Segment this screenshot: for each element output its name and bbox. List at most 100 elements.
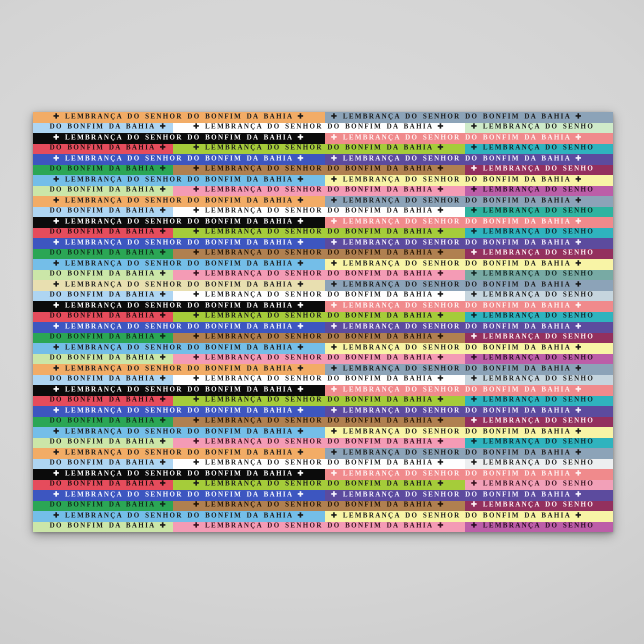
ribbon-row: DO BONFIM DA BAHIA ✚ ✚ LEMBRANÇA DO SENHO… (33, 458, 613, 469)
ribbon-segment-orange: ✚ LEMBRANÇA DO SENHOR DO BONFIM DA BAHIA… (33, 364, 325, 375)
ribbon-row: ✚ LEMBRANÇA DO SENHOR DO BONFIM DA BAHIA… (33, 343, 613, 354)
ribbon-phrase-text: ✚ LEMBRANÇA DO SENHOR DO BONFIM DA BAHIA… (331, 511, 583, 520)
ribbon-phrase-text: ✚ LEMBRANÇA DO SENHOR DO BONFIM DA BAHIA… (331, 322, 583, 331)
ribbon-segment-lightblue: DO BONFIM DA BAHIA ✚ (33, 122, 173, 133)
ribbon-phrase-text: ✚ LEMBRANÇA DO SENHO (471, 227, 595, 236)
ribbon-segment-pink: ✚ LEMBRANÇA DO SENHOR DO BONFIM DA BAHIA… (173, 185, 465, 196)
ribbon-segment-pink: ✚ LEMBRANÇA DO SENHOR DO BONFIM DA BAHIA… (173, 353, 465, 364)
ribbon-segment-skyblue: ✚ LEMBRANÇA DO SENHOR DO BONFIM DA BAHIA… (33, 343, 325, 354)
ribbon-segment-green: DO BONFIM DA BAHIA ✚ (33, 500, 173, 511)
ribbon-phrase-text: ✚ LEMBRANÇA DO SENHO (471, 185, 595, 194)
bonfim-ribbon-poster: ✚ LEMBRANÇA DO SENHOR DO BONFIM DA BAHIA… (33, 112, 613, 532)
ribbon-segment-pink: ✚ LEMBRANÇA DO SENHOR DO BONFIM DA BAHIA… (173, 437, 465, 448)
ribbon-row: ✚ LEMBRANÇA DO SENHOR DO BONFIM DA BAHIA… (33, 448, 613, 459)
ribbon-segment-maroon: ✚ LEMBRANÇA DO SENHO (465, 500, 613, 511)
ribbon-phrase-text: ✚ LEMBRANÇA DO SENHOR DO BONFIM DA BAHIA… (331, 133, 583, 142)
ribbon-phrase-text: ✚ LEMBRANÇA DO SENHOR DO BONFIM DA BAHIA… (53, 322, 305, 331)
ribbon-row: ✚ LEMBRANÇA DO SENHOR DO BONFIM DA BAHIA… (33, 364, 613, 375)
ribbon-phrase-text: ✚ LEMBRANÇA DO SENHO (471, 143, 595, 152)
ribbon-segment-slate: ✚ LEMBRANÇA DO SENHOR DO BONFIM DA BAHIA… (325, 364, 613, 375)
ribbon-phrase-text: ✚ LEMBRANÇA DO SENHOR DO BONFIM DA BAHIA… (53, 343, 305, 352)
ribbon-segment-black: ✚ LEMBRANÇA DO SENHOR DO BONFIM DA BAHIA… (33, 385, 325, 396)
ribbon-phrase-text: ✚ LEMBRANÇA DO SENHOR DO BONFIM DA BAHIA… (331, 301, 583, 310)
ribbon-segment-red: DO BONFIM DA BAHIA ✚ (33, 395, 173, 406)
ribbon-phrase-text: ✚ LEMBRANÇA DO SENHOR DO BONFIM DA BAHIA… (53, 469, 305, 478)
ribbon-segment-black: ✚ LEMBRANÇA DO SENHOR DO BONFIM DA BAHIA… (33, 217, 325, 228)
ribbon-segment-purple: ✚ LEMBRANÇA DO SENHOR DO BONFIM DA BAHIA… (325, 154, 613, 165)
ribbon-segment-skyblue: ✚ LEMBRANÇA DO SENHOR DO BONFIM DA BAHIA… (33, 427, 325, 438)
ribbon-segment-maroon: ✚ LEMBRANÇA DO SENHO (465, 416, 613, 427)
ribbon-phrase-text: DO BONFIM DA BAHIA ✚ (49, 164, 167, 173)
ribbon-phrase-text: ✚ LEMBRANÇA DO SENHOR DO BONFIM DA BAHIA… (53, 448, 305, 457)
ribbon-phrase-text: DO BONFIM DA BAHIA ✚ (49, 290, 167, 299)
ribbon-phrase-text: ✚ LEMBRANÇA DO SENHO (471, 479, 595, 488)
ribbon-row: ✚ LEMBRANÇA DO SENHOR DO BONFIM DA BAHIA… (33, 196, 613, 207)
ribbon-row: ✚ LEMBRANÇA DO SENHOR DO BONFIM DA BAHIA… (33, 238, 613, 249)
ribbon-phrase-text: ✚ LEMBRANÇA DO SENHOR DO BONFIM DA BAHIA… (193, 395, 445, 404)
ribbon-segment-lightblue: DO BONFIM DA BAHIA ✚ (33, 374, 173, 385)
ribbon-segment-teal: ✚ LEMBRANÇA DO SENHO (465, 311, 613, 322)
ribbon-segment-black: ✚ LEMBRANÇA DO SENHOR DO BONFIM DA BAHIA… (33, 469, 325, 480)
ribbon-segment-palegreen: DO BONFIM DA BAHIA ✚ (33, 437, 173, 448)
ribbon-row: ✚ LEMBRANÇA DO SENHOR DO BONFIM DA BAHIA… (33, 112, 613, 123)
ribbon-segment-tealgreen: ✚ LEMBRANÇA DO SENHO (465, 206, 613, 217)
ribbon-phrase-text: ✚ LEMBRANÇA DO SENHOR DO BONFIM DA BAHIA… (331, 364, 583, 373)
ribbon-row: DO BONFIM DA BAHIA ✚ ✚ LEMBRANÇA DO SENHO… (33, 416, 613, 427)
ribbon-row: DO BONFIM DA BAHIA ✚ ✚ LEMBRANÇA DO SENHO… (33, 521, 613, 532)
ribbon-phrase-text: ✚ LEMBRANÇA DO SENHO (471, 416, 595, 425)
ribbon-phrase-text: ✚ LEMBRANÇA DO SENHOR DO BONFIM DA BAHIA… (193, 227, 445, 236)
ribbon-row: ✚ LEMBRANÇA DO SENHOR DO BONFIM DA BAHIA… (33, 322, 613, 333)
ribbon-segment-yellowgreen: ✚ LEMBRANÇA DO SENHOR DO BONFIM DA BAHIA… (173, 227, 465, 238)
ribbon-segment-purple: ✚ LEMBRANÇA DO SENHOR DO BONFIM DA BAHIA… (325, 406, 613, 417)
ribbon-phrase-text: ✚ LEMBRANÇA DO SENHOR DO BONFIM DA BAHIA… (53, 259, 305, 268)
ribbon-segment-black: ✚ LEMBRANÇA DO SENHOR DO BONFIM DA BAHIA… (33, 133, 325, 144)
ribbon-row: ✚ LEMBRANÇA DO SENHOR DO BONFIM DA BAHIA… (33, 154, 613, 165)
ribbon-segment-blue: ✚ LEMBRANÇA DO SENHOR DO BONFIM DA BAHIA… (33, 238, 325, 249)
ribbon-segment-palegreen: DO BONFIM DA BAHIA ✚ (33, 269, 173, 280)
ribbon-segment-maroon: ✚ LEMBRANÇA DO SENHO (465, 164, 613, 175)
ribbon-phrase-text: ✚ LEMBRANÇA DO SENHO (471, 206, 595, 215)
ribbon-segment-salmon: ✚ LEMBRANÇA DO SENHOR DO BONFIM DA BAHIA… (325, 469, 613, 480)
ribbon-phrase-text: ✚ LEMBRANÇA DO SENHOR DO BONFIM DA BAHIA… (331, 343, 583, 352)
ribbon-segment-green: DO BONFIM DA BAHIA ✚ (33, 248, 173, 259)
ribbon-phrase-text: ✚ LEMBRANÇA DO SENHOR DO BONFIM DA BAHIA… (193, 521, 445, 530)
ribbon-phrase-text: ✚ LEMBRANÇA DO SENHOR DO BONFIM DA BAHIA… (193, 164, 445, 173)
ribbon-phrase-text: ✚ LEMBRANÇA DO SENHOR DO BONFIM DA BAHIA… (193, 311, 445, 320)
ribbon-row: ✚ LEMBRANÇA DO SENHOR DO BONFIM DA BAHIA… (33, 301, 613, 312)
ribbon-segment-skyblue: ✚ LEMBRANÇA DO SENHOR DO BONFIM DA BAHIA… (33, 511, 325, 522)
ribbon-row: ✚ LEMBRANÇA DO SENHOR DO BONFIM DA BAHIA… (33, 280, 613, 291)
ribbon-segment-red: DO BONFIM DA BAHIA ✚ (33, 143, 173, 154)
ribbon-phrase-text: ✚ LEMBRANÇA DO SENHOR DO BONFIM DA BAHIA… (193, 479, 445, 488)
ribbon-phrase-text: DO BONFIM DA BAHIA ✚ (49, 227, 167, 236)
ribbon-phrase-text: DO BONFIM DA BAHIA ✚ (49, 479, 167, 488)
ribbon-phrase-text: DO BONFIM DA BAHIA ✚ (49, 500, 167, 509)
ribbon-phrase-text: DO BONFIM DA BAHIA ✚ (49, 353, 167, 362)
ribbon-segment-blue: ✚ LEMBRANÇA DO SENHOR DO BONFIM DA BAHIA… (33, 406, 325, 417)
ribbon-segment-palebluegray: ✚ LEMBRANÇA DO SENHO (465, 290, 613, 301)
ribbon-segment-pink2: ✚ LEMBRANÇA DO SENHO (465, 479, 613, 490)
ribbon-phrase-text: ✚ LEMBRANÇA DO SENHO (471, 122, 595, 131)
ribbon-segment-brown: ✚ LEMBRANÇA DO SENHOR DO BONFIM DA BAHIA… (173, 500, 465, 511)
ribbon-segment-white: ✚ LEMBRANÇA DO SENHOR DO BONFIM DA BAHIA… (173, 122, 465, 133)
ribbon-row: ✚ LEMBRANÇA DO SENHOR DO BONFIM DA BAHIA… (33, 469, 613, 480)
ribbon-row: DO BONFIM DA BAHIA ✚ ✚ LEMBRANÇA DO SENHO… (33, 269, 613, 280)
ribbon-phrase-text: DO BONFIM DA BAHIA ✚ (49, 458, 167, 467)
ribbon-phrase-text: ✚ LEMBRANÇA DO SENHOR DO BONFIM DA BAHIA… (331, 112, 583, 121)
ribbon-phrase-text: ✚ LEMBRANÇA DO SENHO (471, 500, 595, 509)
ribbon-segment-tealgray: ✚ LEMBRANÇA DO SENHO (465, 269, 613, 280)
ribbon-phrase-text: ✚ LEMBRANÇA DO SENHOR DO BONFIM DA BAHIA… (331, 469, 583, 478)
ribbon-segment-orange: ✚ LEMBRANÇA DO SENHOR DO BONFIM DA BAHIA… (33, 112, 325, 123)
ribbon-row: ✚ LEMBRANÇA DO SENHOR DO BONFIM DA BAHIA… (33, 175, 613, 186)
ribbon-segment-salmon: ✚ LEMBRANÇA DO SENHOR DO BONFIM DA BAHIA… (325, 301, 613, 312)
ribbon-segment-black: ✚ LEMBRANÇA DO SENHOR DO BONFIM DA BAHIA… (33, 301, 325, 312)
ribbon-row: ✚ LEMBRANÇA DO SENHOR DO BONFIM DA BAHIA… (33, 427, 613, 438)
ribbon-segment-orange: ✚ LEMBRANÇA DO SENHOR DO BONFIM DA BAHIA… (33, 448, 325, 459)
ribbon-segment-slate: ✚ LEMBRANÇA DO SENHOR DO BONFIM DA BAHIA… (325, 112, 613, 123)
ribbon-phrase-text: ✚ LEMBRANÇA DO SENHOR DO BONFIM DA BAHIA… (193, 374, 445, 383)
ribbon-row: DO BONFIM DA BAHIA ✚ ✚ LEMBRANÇA DO SENHO… (33, 185, 613, 196)
ribbon-phrase-text: ✚ LEMBRANÇA DO SENHOR DO BONFIM DA BAHIA… (193, 458, 445, 467)
ribbon-segment-brown: ✚ LEMBRANÇA DO SENHOR DO BONFIM DA BAHIA… (173, 164, 465, 175)
ribbon-segment-paleyellow: ✚ LEMBRANÇA DO SENHOR DO BONFIM DA BAHIA… (325, 511, 613, 522)
ribbon-phrase-text: ✚ LEMBRANÇA DO SENHOR DO BONFIM DA BAHIA… (193, 437, 445, 446)
ribbon-phrase-text: ✚ LEMBRANÇA DO SENHOR DO BONFIM DA BAHIA… (53, 217, 305, 226)
